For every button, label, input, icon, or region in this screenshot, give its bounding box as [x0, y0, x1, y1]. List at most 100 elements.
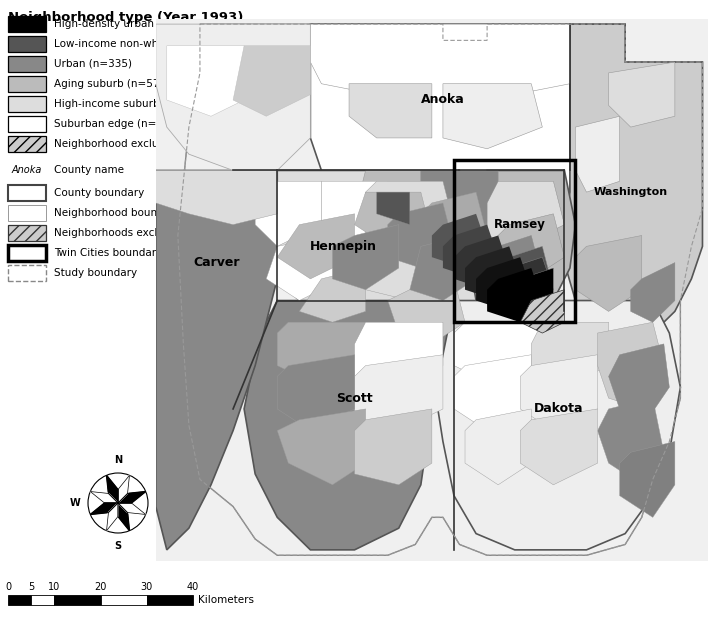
Polygon shape	[106, 503, 118, 531]
Polygon shape	[421, 192, 487, 257]
Polygon shape	[465, 246, 520, 300]
Text: Anoka: Anoka	[12, 165, 42, 175]
Polygon shape	[465, 409, 531, 485]
Text: Anoka: Anoka	[421, 93, 464, 107]
Polygon shape	[118, 503, 130, 531]
Bar	[8, 16, 46, 32]
Polygon shape	[620, 442, 675, 517]
Polygon shape	[233, 46, 310, 117]
Text: Urban (n=335): Urban (n=335)	[54, 59, 132, 69]
Polygon shape	[443, 225, 498, 279]
Polygon shape	[266, 235, 343, 300]
Polygon shape	[598, 322, 664, 409]
Polygon shape	[421, 171, 498, 246]
Polygon shape	[355, 171, 421, 235]
Text: Neighborhood boundary: Neighborhood boundary	[54, 208, 181, 218]
Text: Neighborhood excluded (n=7): Neighborhood excluded (n=7)	[54, 139, 212, 149]
Polygon shape	[476, 235, 542, 300]
Polygon shape	[355, 322, 443, 388]
Text: 20: 20	[94, 582, 107, 592]
Polygon shape	[278, 214, 355, 279]
Text: Low-income non-white inner city (n=103): Low-income non-white inner city (n=103)	[54, 39, 270, 49]
Bar	[454, 159, 576, 322]
Text: 10: 10	[48, 582, 60, 592]
Polygon shape	[355, 409, 432, 485]
Text: W: W	[69, 498, 80, 508]
Bar	[8, 595, 31, 605]
Polygon shape	[454, 322, 542, 388]
Polygon shape	[487, 181, 564, 246]
Bar	[8, 225, 46, 241]
Polygon shape	[310, 24, 570, 279]
Polygon shape	[476, 257, 531, 312]
Text: Study boundary: Study boundary	[54, 268, 137, 278]
Polygon shape	[576, 235, 641, 312]
Polygon shape	[454, 235, 509, 290]
Polygon shape	[487, 268, 542, 322]
Polygon shape	[355, 354, 443, 430]
Polygon shape	[520, 290, 564, 333]
Polygon shape	[520, 409, 598, 485]
Polygon shape	[377, 192, 410, 225]
Polygon shape	[156, 24, 310, 171]
Bar	[101, 595, 147, 605]
Bar	[8, 185, 46, 201]
Text: Neighborhoods excluded: Neighborhoods excluded	[54, 228, 183, 238]
Text: High-income suburb (n=331): High-income suburb (n=331)	[54, 99, 206, 109]
Bar	[8, 265, 46, 281]
Polygon shape	[410, 235, 476, 300]
Bar	[8, 136, 46, 152]
Bar	[8, 96, 46, 112]
Text: Scott: Scott	[336, 392, 373, 404]
Text: High-density urban core (n=63): High-density urban core (n=63)	[54, 19, 219, 29]
Text: 30: 30	[141, 582, 153, 592]
Polygon shape	[156, 171, 278, 225]
Polygon shape	[118, 503, 146, 515]
Text: 40: 40	[187, 582, 199, 592]
Polygon shape	[520, 354, 598, 430]
Bar	[8, 76, 46, 92]
Text: E: E	[156, 498, 163, 508]
Text: Washington: Washington	[593, 187, 668, 197]
Polygon shape	[299, 268, 365, 322]
Polygon shape	[388, 279, 465, 344]
Text: County name: County name	[54, 165, 124, 175]
Polygon shape	[432, 300, 680, 550]
Polygon shape	[91, 503, 118, 515]
Polygon shape	[454, 354, 531, 430]
Polygon shape	[244, 300, 454, 550]
Polygon shape	[498, 268, 554, 322]
Polygon shape	[349, 83, 432, 138]
Polygon shape	[609, 62, 675, 127]
Polygon shape	[598, 398, 664, 485]
Text: Hennepin: Hennepin	[310, 240, 377, 253]
Text: Suburban edge (n=672): Suburban edge (n=672)	[54, 119, 181, 129]
Bar	[8, 205, 46, 221]
Polygon shape	[576, 117, 620, 192]
Polygon shape	[333, 225, 399, 290]
Polygon shape	[156, 19, 708, 561]
Polygon shape	[118, 492, 146, 503]
Text: 0: 0	[5, 582, 11, 592]
Bar	[8, 56, 46, 72]
Text: Dakota: Dakota	[534, 402, 583, 416]
Polygon shape	[609, 344, 669, 420]
Polygon shape	[365, 181, 454, 246]
Text: Neighborhood type (Year 1993): Neighborhood type (Year 1993)	[8, 11, 244, 24]
Text: Aging suburb (n=579): Aging suburb (n=579)	[54, 79, 170, 89]
Polygon shape	[233, 171, 487, 366]
Polygon shape	[167, 46, 255, 117]
Bar	[31, 595, 55, 605]
Bar	[8, 245, 46, 261]
Polygon shape	[255, 181, 321, 246]
Polygon shape	[106, 475, 118, 503]
Text: N: N	[114, 455, 122, 465]
Polygon shape	[278, 354, 355, 430]
Polygon shape	[156, 171, 278, 550]
Polygon shape	[564, 24, 702, 344]
Polygon shape	[432, 214, 487, 268]
Polygon shape	[498, 214, 564, 279]
Text: Twin Cities boundary: Twin Cities boundary	[54, 248, 162, 258]
Text: S: S	[115, 541, 122, 551]
Polygon shape	[531, 322, 609, 388]
